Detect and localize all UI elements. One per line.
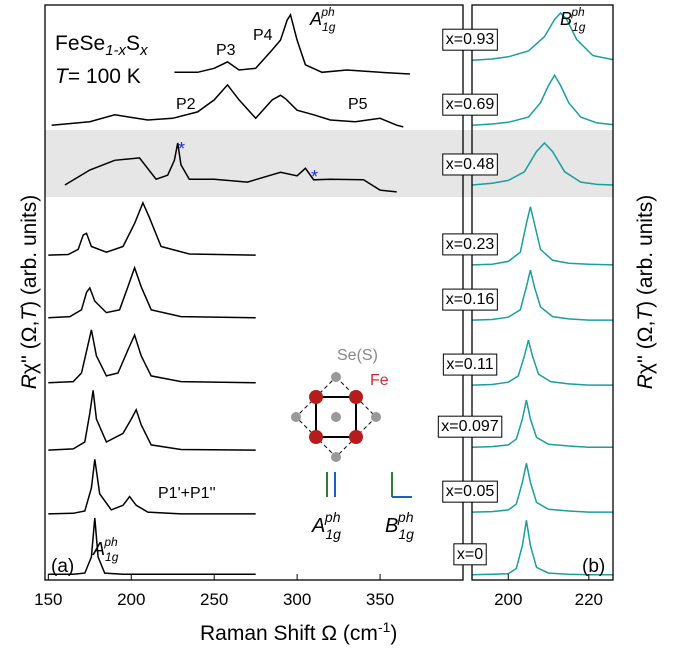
- spectrum: [51, 83, 404, 128]
- spectrum: [64, 142, 397, 193]
- composition-text: x=0.05: [446, 483, 495, 500]
- composition-label: x=0.16: [442, 288, 498, 311]
- peak-label: P3: [216, 42, 236, 59]
- spectrum: [471, 141, 614, 186]
- composition-text: x=0.69: [446, 96, 495, 113]
- composition-box: [442, 288, 498, 311]
- spectrum: [471, 73, 614, 126]
- spectrum: [471, 11, 614, 61]
- spectrum: [48, 265, 256, 319]
- y-axis-label: Rχ'' (Ω,T) (arb. units): [634, 195, 657, 390]
- composition-box: [442, 353, 498, 376]
- composition-text: x=0.23: [446, 236, 495, 253]
- x-tick-label: 250: [200, 590, 228, 609]
- star: *: [311, 167, 318, 187]
- fe-atom: [309, 390, 323, 404]
- spectrum: [471, 463, 613, 513]
- star: *: [178, 139, 185, 159]
- composition-box: [453, 543, 487, 566]
- x-tick-label: 220: [575, 590, 603, 609]
- composition-box: [442, 153, 498, 176]
- fe-atom: [349, 390, 363, 404]
- fe-atom: [309, 430, 323, 444]
- composition-box: [442, 233, 498, 256]
- composition-text: x=0: [457, 546, 483, 563]
- panel-label: (b): [582, 556, 605, 577]
- composition-label: x=0.097: [437, 415, 503, 438]
- mode-a-bottom: A1gph: [92, 535, 119, 564]
- spectrum: [471, 269, 613, 321]
- se-atom: [331, 452, 341, 462]
- frame-a: [44, 4, 464, 581]
- composition-text: x=0.93: [446, 31, 495, 48]
- spectrum: [471, 206, 614, 266]
- inset-square: [315, 396, 357, 438]
- se-atom: [331, 372, 341, 382]
- inset-fe-label: Fe: [370, 372, 389, 389]
- composition-box: [437, 415, 503, 438]
- spectrum: [471, 520, 613, 576]
- peak-label: P1'+P1'': [158, 485, 216, 502]
- se-atom: [331, 412, 341, 422]
- peak-label: P2: [176, 96, 196, 113]
- inset-mode-a: A1gph: [311, 509, 341, 542]
- se-atom: [291, 412, 301, 422]
- composition-box: [442, 28, 498, 51]
- composition-label: x=0.23: [442, 233, 498, 256]
- se-atom: [371, 412, 381, 422]
- fe-atom: [349, 430, 363, 444]
- spectrum: [48, 517, 256, 576]
- inset: Se(S) Fe A1gph B1gph: [291, 347, 414, 542]
- inset-se-label: Se(S): [337, 347, 378, 364]
- composition-text: x=0.16: [446, 291, 495, 308]
- temperature: T= 100 K: [55, 65, 141, 88]
- composition-text: x=0.48: [446, 156, 495, 173]
- x-tick-label: 200: [117, 590, 145, 609]
- spectrum: [48, 459, 256, 515]
- plots: [48, 11, 614, 576]
- composition-label: x=0: [453, 543, 487, 566]
- composition-label: x=0.48: [442, 153, 498, 176]
- composition-label: x=0.69: [442, 93, 498, 116]
- panel-label: (a): [51, 556, 74, 577]
- x-tick-label: 200: [494, 590, 522, 609]
- x-tick-label: 300: [283, 590, 311, 609]
- x-axis-label: Raman Shift Ω (cm-1): [200, 619, 397, 645]
- spectrum: [471, 399, 613, 448]
- highlight-band: [45, 130, 613, 197]
- spectrum: [174, 12, 410, 75]
- y-axis-label: Rχ'' (Ω,T) (arb. units): [18, 195, 41, 390]
- composition-text: x=0.11: [446, 356, 493, 373]
- peak-label: P4: [253, 27, 273, 44]
- composition-label: x=0.05: [442, 480, 498, 503]
- spectrum: [48, 329, 256, 384]
- formula: FeSe1-xSx: [55, 32, 148, 59]
- spectrum: [48, 200, 256, 256]
- x-tick-label: 350: [366, 590, 394, 609]
- composition-label: x=0.11: [442, 353, 498, 376]
- spectrum: [471, 340, 613, 386]
- spectrum: [48, 390, 256, 451]
- composition-text: x=0.097: [441, 418, 498, 435]
- mode-b-label: B1gph: [560, 5, 586, 34]
- composition-box: [442, 93, 498, 116]
- mode-a-label: A1gph: [309, 5, 336, 34]
- composition-box: [442, 480, 498, 503]
- x-tick-label: 150: [34, 590, 62, 609]
- inset-mode-b: B1gph: [385, 509, 414, 542]
- peak-label: P5: [348, 96, 368, 113]
- composition-label: x=0.93: [442, 28, 498, 51]
